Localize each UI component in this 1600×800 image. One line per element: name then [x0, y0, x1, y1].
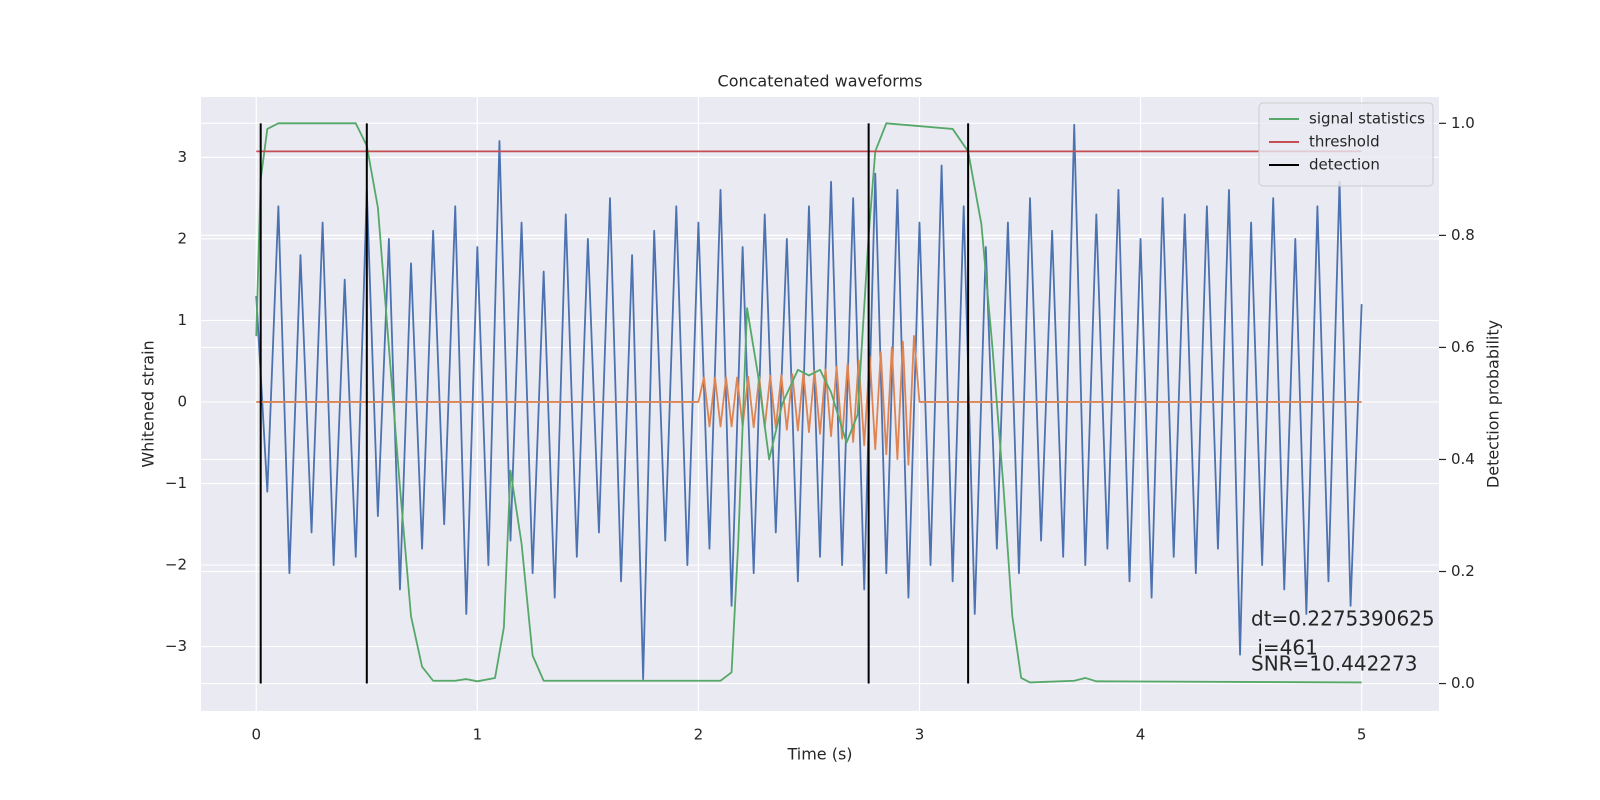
x-tick-label: 1	[473, 726, 483, 744]
x-tick-label: 0	[251, 726, 261, 744]
y2-tick-label: 0.6	[1451, 338, 1475, 356]
annotation: SNR=10.442273	[1251, 652, 1417, 676]
y2-tick-label: 0.4	[1451, 450, 1475, 468]
y-tick-label: 3	[177, 148, 187, 166]
x-tick-label: 5	[1357, 726, 1367, 744]
annotation: dt=0.2275390625	[1251, 607, 1435, 631]
y-tick-label: 2	[177, 229, 187, 247]
y-tick-label: −1	[165, 474, 187, 492]
x-tick-label: 4	[1136, 726, 1146, 744]
overlay: 0 1 2 3 4 5 −3 −2 −1 0 1 2 3 0.0 0.2 0.4 0.6 0.8 1.0 signal…	[165, 102, 1475, 744]
y-tick-label: 1	[177, 311, 187, 329]
y2-tick-label: 1.0	[1451, 114, 1475, 132]
y-axis-label: Whitened strain	[139, 340, 158, 467]
chart-title: Concatenated waveforms	[718, 72, 923, 91]
y2-tick-label: 0.0	[1451, 674, 1475, 692]
annotation: i=461	[1251, 636, 1318, 660]
legend-label: signal statistics	[1309, 110, 1425, 128]
series-line	[256, 335, 1362, 466]
x-axis-label: Time (s)	[786, 745, 852, 764]
series-line	[255, 122, 1362, 684]
plot-marks	[255, 122, 1363, 684]
x-tick-label: 3	[915, 726, 925, 744]
legend-box	[1258, 102, 1434, 187]
legend-label: detection	[1309, 156, 1380, 174]
y-tick-label: −3	[165, 637, 187, 655]
plot-area	[201, 97, 1439, 711]
series-line	[255, 123, 1363, 681]
y-tick-label: −2	[165, 556, 187, 574]
y-tick-label: 0	[177, 392, 187, 410]
x-tick-label: 2	[694, 726, 704, 744]
legend: signal statistics threshold detection	[1258, 102, 1434, 187]
y2-axis-label: Detection probability	[1484, 320, 1503, 488]
y2-tick-label: 0.2	[1451, 562, 1475, 580]
legend-label: threshold	[1309, 133, 1380, 151]
y2-tick-label: 0.8	[1451, 226, 1475, 244]
